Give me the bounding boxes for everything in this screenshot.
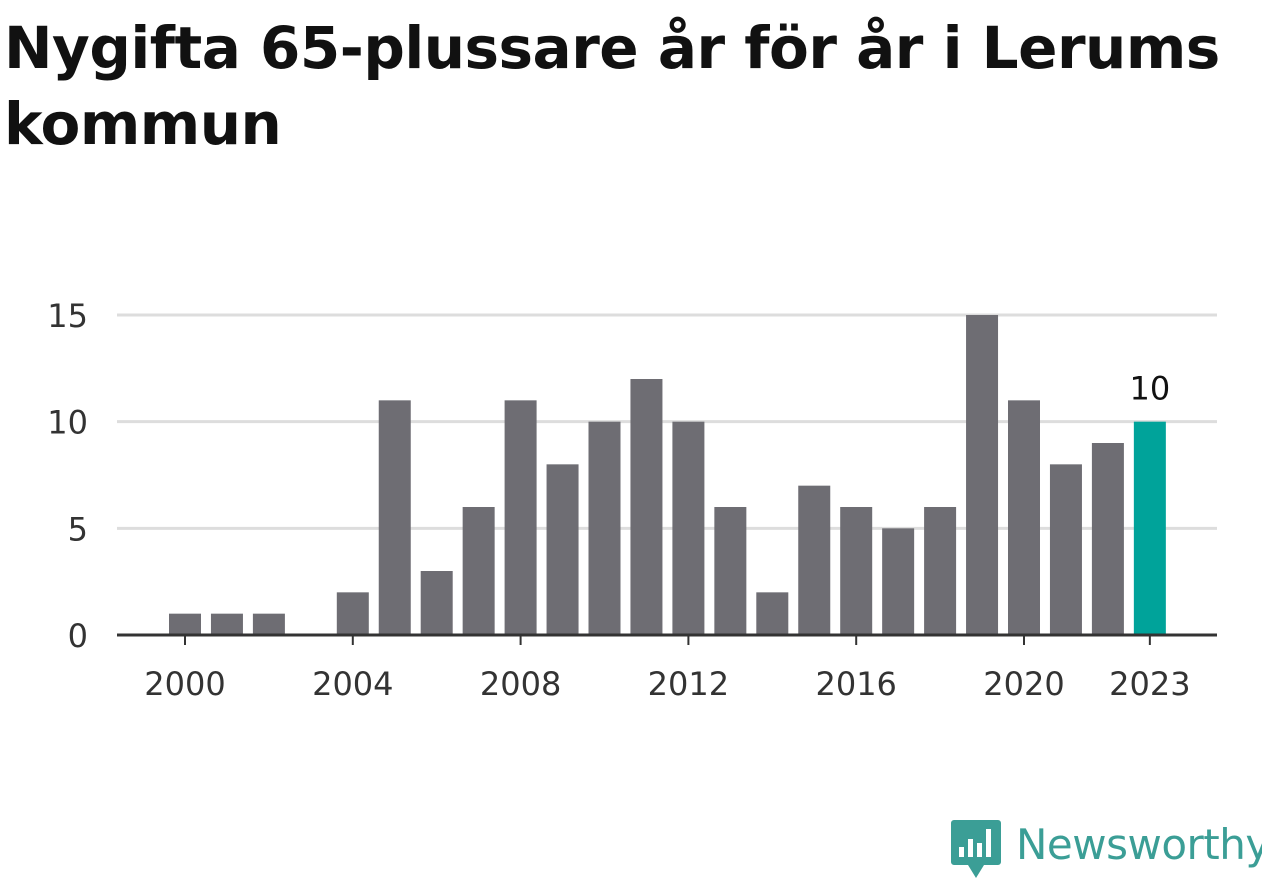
x-tick-label: 2000	[144, 665, 225, 703]
x-tick-label: 2004	[312, 665, 393, 703]
bar-2007	[462, 507, 495, 635]
bar-2000	[169, 613, 201, 635]
bar-2019	[966, 315, 999, 635]
brand-logo: Newsworthy	[950, 818, 1262, 880]
bar-2011	[630, 379, 663, 635]
bar-2006	[420, 571, 453, 635]
x-axis-tick-labels: 2000 2004 2008 2012 2016 2020 2023	[144, 665, 1190, 703]
data-label-2023: 10	[1129, 370, 1170, 408]
bar-2001	[210, 613, 243, 635]
bar-2017	[882, 528, 915, 635]
bar-2018	[924, 507, 957, 635]
bar-2021	[1049, 464, 1082, 635]
data-labels: 10	[1129, 370, 1170, 408]
bar-2010	[588, 421, 621, 635]
y-tick-label: 5	[68, 510, 88, 548]
y-tick-label: 10	[47, 404, 88, 442]
bar-2022	[1091, 443, 1124, 635]
x-tick-label: 2008	[480, 665, 561, 703]
y-tick-label: 15	[47, 297, 88, 335]
x-axis	[117, 633, 1217, 645]
bar-2020	[1008, 400, 1040, 635]
bar-2008	[504, 400, 537, 635]
x-tick-label: 2012	[648, 665, 729, 703]
bar-2015	[798, 485, 831, 635]
bar-2012	[672, 421, 705, 635]
newsworthy-logo-icon	[951, 820, 1001, 878]
chart-title: Nygifta 65-plussare år för år i Lerums k…	[4, 14, 1220, 158]
x-tick-label: 2020	[983, 665, 1064, 703]
bar-2005	[378, 400, 411, 635]
x-tick-label: 2016	[815, 665, 896, 703]
bars	[169, 315, 1166, 635]
y-tick-label: 0	[68, 617, 88, 655]
y-axis-tick-labels: 0 5 10 15	[47, 297, 88, 655]
bar-2016	[840, 507, 873, 635]
bar-2009	[546, 464, 579, 635]
brand-name: Newsworthy	[1016, 820, 1262, 869]
bar-2014	[756, 592, 789, 635]
bar-2004	[336, 592, 369, 635]
bar-2013	[714, 507, 747, 635]
bar-2002	[252, 613, 285, 635]
x-tick-label: 2023	[1109, 665, 1190, 703]
bar-2023	[1133, 421, 1166, 635]
